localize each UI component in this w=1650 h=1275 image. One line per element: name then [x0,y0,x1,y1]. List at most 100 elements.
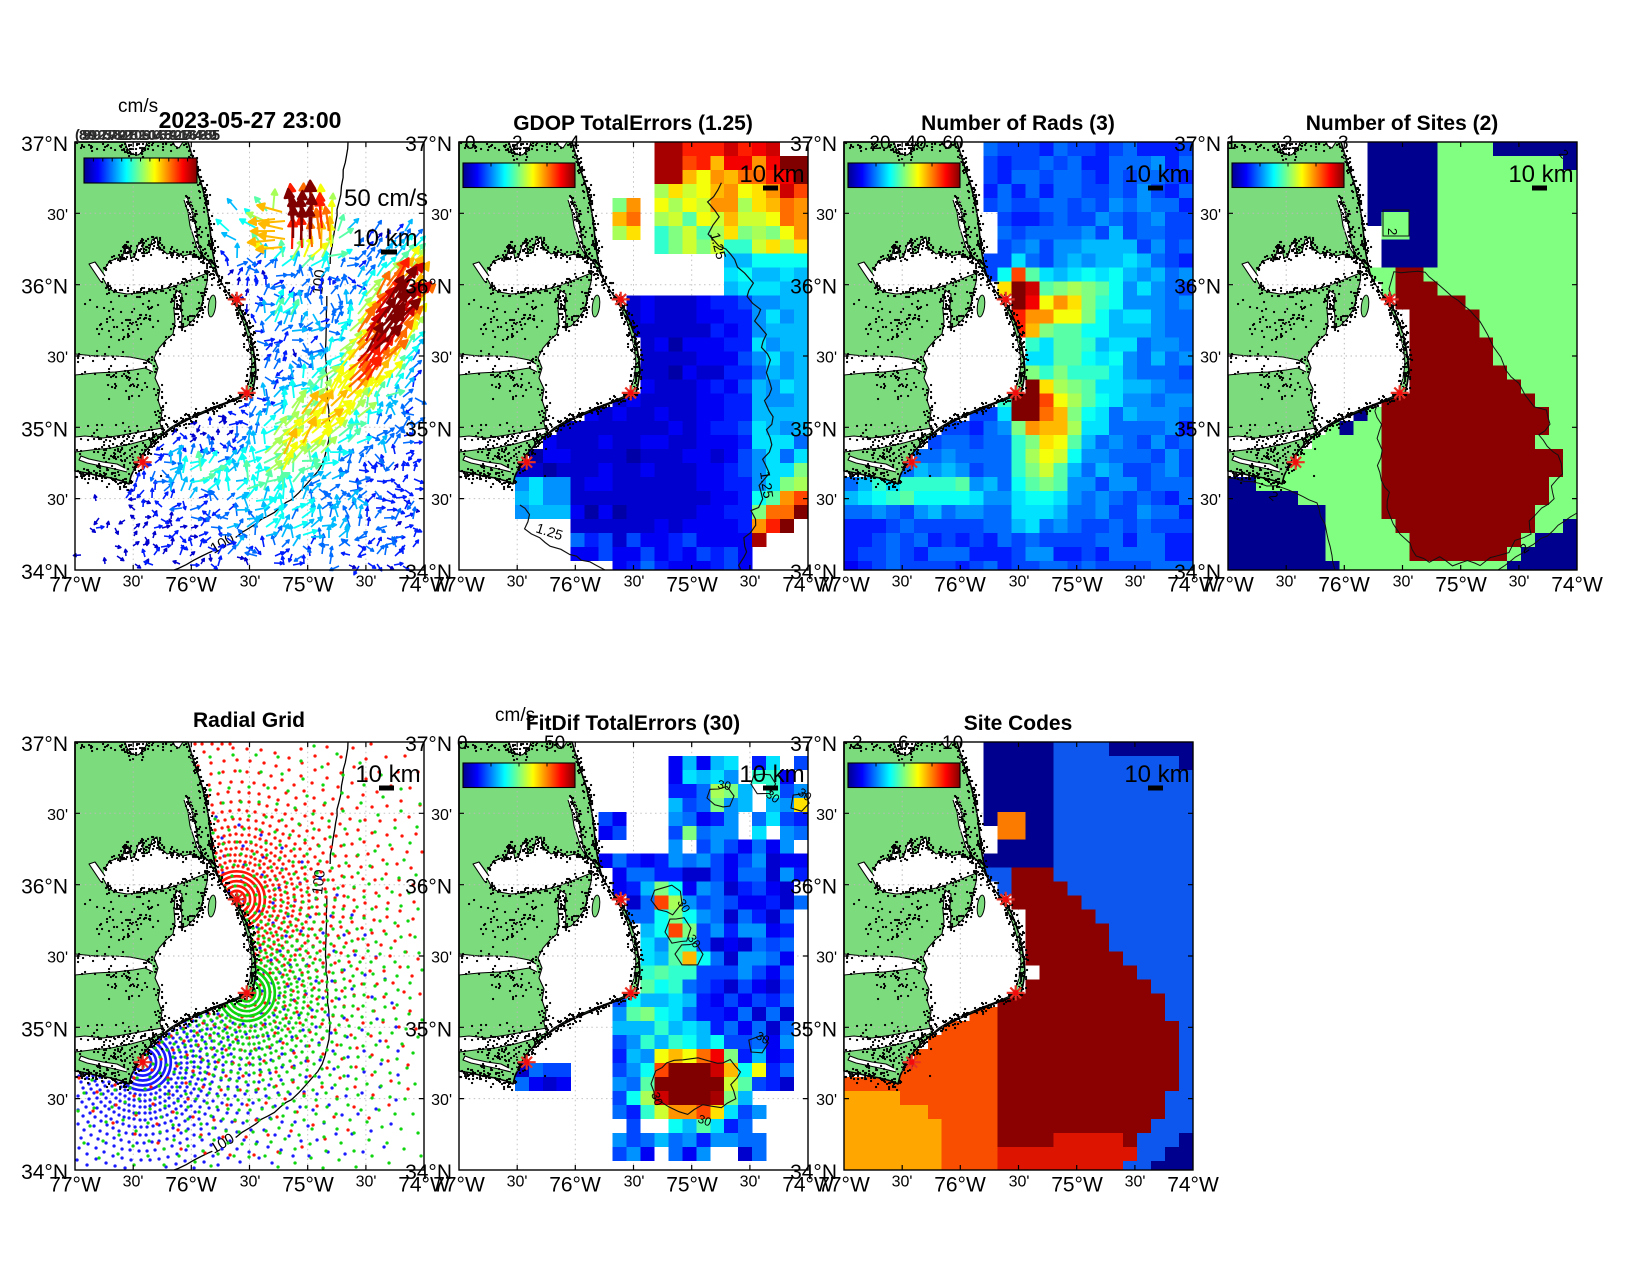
svg-text:6: 6 [199,128,207,144]
svg-text:36°N: 36°N [405,276,452,299]
svg-text:9: 9 [108,126,116,142]
svg-text:30': 30' [47,950,68,967]
svg-text:77°W: 77°W [818,1174,870,1197]
svg-text:30': 30' [240,574,261,591]
svg-text:1.25: 1.25 [757,470,777,499]
svg-text:cm/s: cm/s [118,96,158,117]
svg-text:30': 30' [123,574,144,591]
svg-text:30: 30 [696,1112,714,1130]
svg-text:1: 1 [179,126,187,142]
svg-text:34°N: 34°N [405,561,452,584]
svg-text:1.25: 1.25 [707,231,730,262]
svg-text:1: 1 [122,126,130,142]
svg-text:9: 9 [169,128,177,144]
svg-text:GDOP TotalErrors (1.25): GDOP TotalErrors (1.25) [513,112,753,135]
svg-text:30': 30' [507,1174,528,1191]
svg-text:30': 30' [507,574,528,591]
svg-text:30': 30' [1009,1174,1030,1191]
svg-text:8: 8 [114,128,122,144]
svg-text:77°W: 77°W [49,1174,101,1197]
svg-text:5: 5 [103,126,111,142]
svg-text:30': 30' [816,807,837,824]
svg-text:5: 5 [82,126,90,142]
svg-text:34°N: 34°N [790,1161,837,1184]
svg-text:2: 2 [174,128,182,144]
svg-text:9: 9 [209,128,217,144]
svg-text:9: 9 [93,126,101,142]
svg-text:1: 1 [180,128,188,144]
svg-text:30': 30' [816,207,837,224]
svg-text:30': 30' [1200,492,1221,509]
svg-text:3: 3 [1338,133,1349,154]
svg-text:34°N: 34°N [21,1161,68,1184]
svg-text:30': 30' [1509,574,1530,591]
svg-text:30': 30' [740,1174,761,1191]
svg-text:30': 30' [1125,574,1146,591]
svg-text:9: 9 [89,128,97,144]
svg-text:0: 0 [465,133,476,154]
svg-text:8: 8 [183,126,191,142]
svg-text:35°N: 35°N [21,1018,68,1041]
svg-text:3: 3 [104,128,112,144]
svg-text:35°N: 35°N [21,418,68,441]
svg-text:76°W: 76°W [934,574,986,597]
svg-text:74°W: 74°W [782,1174,834,1197]
svg-text:30': 30' [47,492,68,509]
svg-text:37°N: 37°N [790,133,837,156]
svg-text:34°N: 34°N [405,1161,452,1184]
svg-text:35°N: 35°N [405,1018,452,1041]
svg-text:2: 2 [209,126,217,142]
svg-text:4: 4 [194,128,202,144]
svg-text:34°N: 34°N [21,561,68,584]
svg-text:8: 8 [204,128,212,144]
svg-text:Number of Rads (3): Number of Rads (3) [921,112,1115,135]
svg-text:76°W: 76°W [165,1174,217,1197]
svg-text:74°W: 74°W [782,574,834,597]
svg-text:6: 6 [164,128,172,144]
svg-text:30': 30' [1200,207,1221,224]
svg-text:30: 30 [648,1090,666,1108]
svg-text:0: 0 [93,128,101,144]
svg-text:34°N: 34°N [1174,561,1221,584]
svg-text:36°N: 36°N [1174,276,1221,299]
svg-text:76°W: 76°W [934,1174,986,1197]
svg-text:30': 30' [47,807,68,824]
svg-text:77°W: 77°W [1202,574,1254,597]
svg-text:75°W: 75°W [666,1174,718,1197]
svg-text:cm/s: cm/s [495,705,535,726]
svg-text:Number of Sites (2): Number of Sites (2) [1306,112,1499,135]
svg-text:77°W: 77°W [433,574,485,597]
svg-text:30': 30' [624,1174,645,1191]
svg-text:7: 7 [100,128,108,144]
svg-text:35°N: 35°N [1174,418,1221,441]
svg-text:6: 6 [189,128,197,144]
svg-text:36°N: 36°N [790,876,837,899]
svg-text:3: 3 [113,126,121,142]
svg-text:4: 4 [169,126,177,142]
svg-text:1.25: 1.25 [534,520,565,544]
svg-text:30: 30 [674,897,693,916]
svg-text:74°W: 74°W [1167,1174,1219,1197]
svg-text:30': 30' [431,807,452,824]
svg-text:30: 30 [716,777,732,793]
svg-text:30': 30' [624,574,645,591]
svg-text:4: 4 [569,133,580,154]
svg-text:Radial Grid: Radial Grid [193,709,305,732]
svg-text:30': 30' [431,492,452,509]
svg-text:30': 30' [892,574,913,591]
svg-text:30': 30' [816,492,837,509]
svg-text:30': 30' [47,207,68,224]
svg-text:75°W: 75°W [282,574,334,597]
svg-text:0: 0 [457,733,468,754]
svg-text:35°N: 35°N [790,418,837,441]
svg-text:10 km: 10 km [352,225,417,252]
svg-text:5: 5 [205,126,213,142]
svg-text:30': 30' [431,207,452,224]
svg-text:10: 10 [942,733,963,754]
svg-text:7: 7 [183,128,191,144]
svg-text:1: 1 [132,126,140,142]
svg-text:36°N: 36°N [21,876,68,899]
svg-text:30': 30' [816,1092,837,1109]
svg-text:FitDif TotalErrors (30): FitDif TotalErrors (30) [526,712,740,735]
svg-text:36°N: 36°N [790,276,837,299]
